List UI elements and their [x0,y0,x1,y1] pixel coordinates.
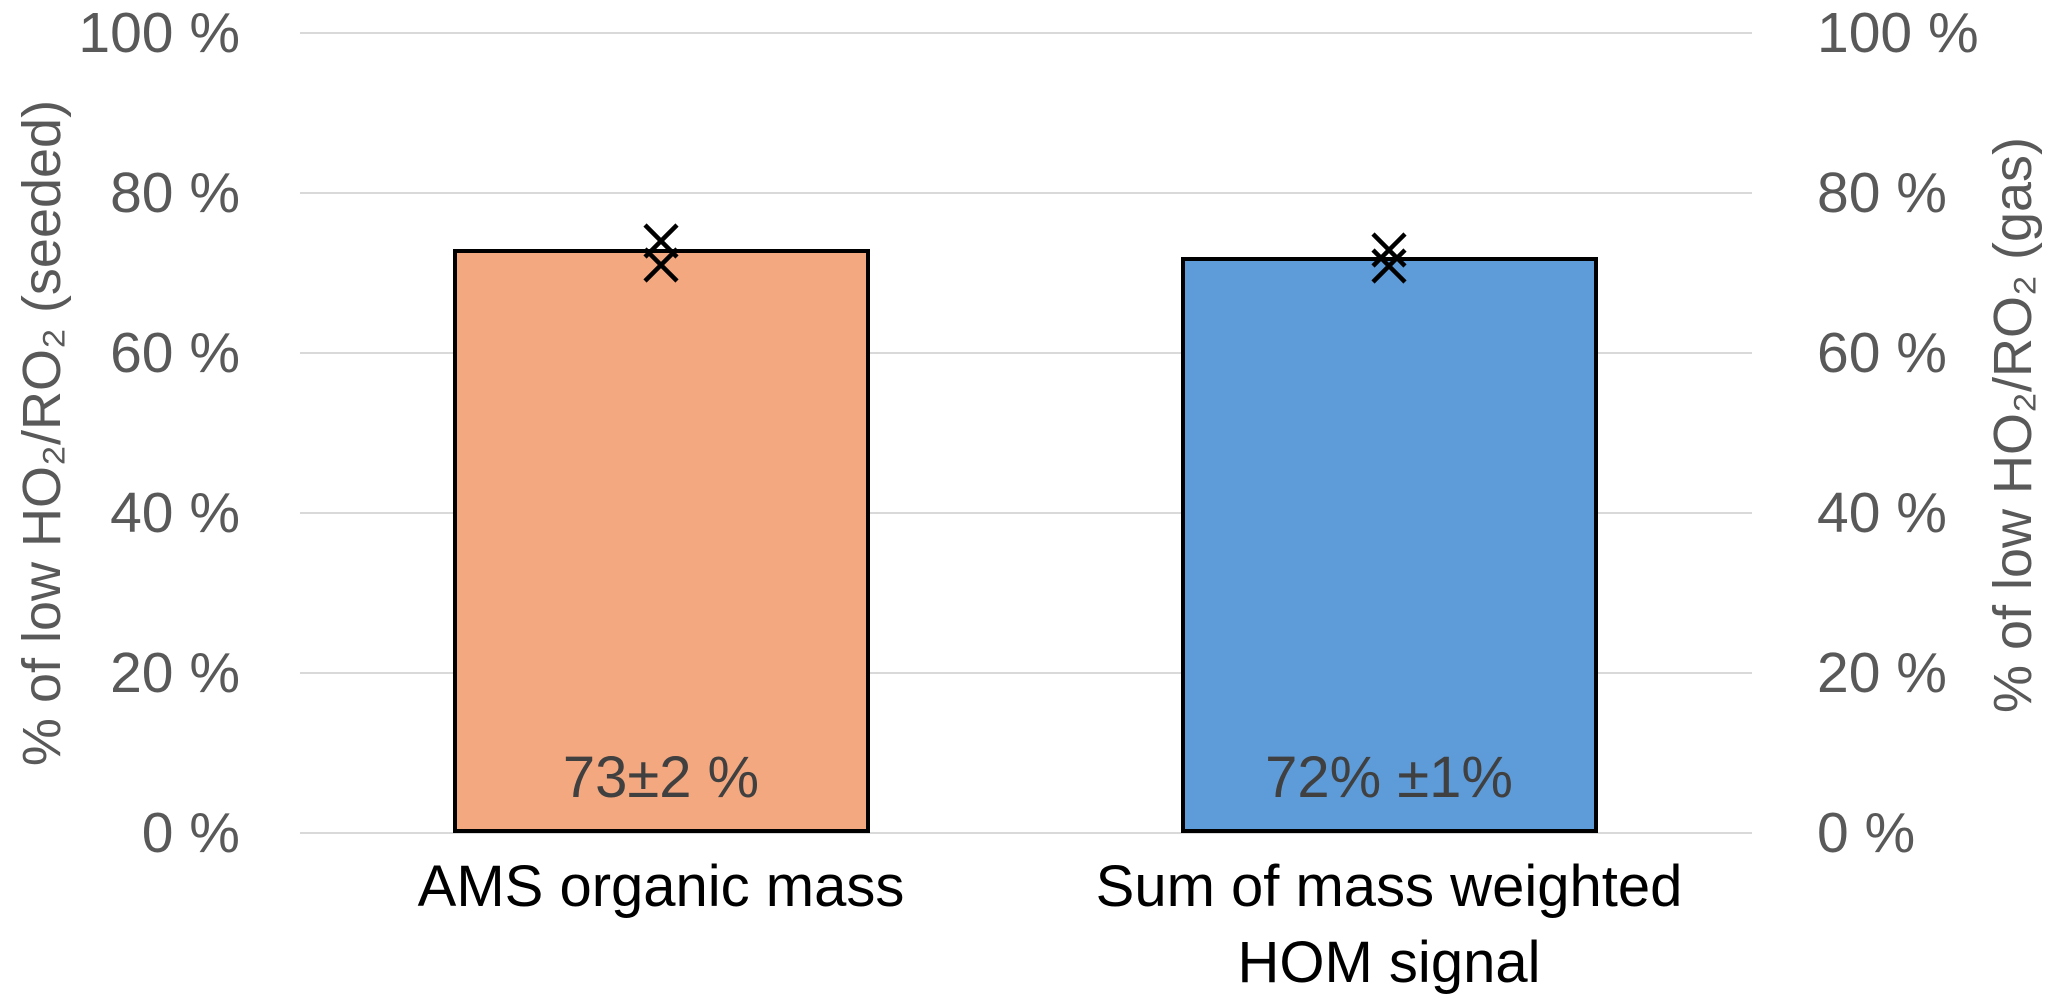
gridline [300,832,1752,834]
right-tick-label: 100 % [1817,1,1979,65]
bar-value-label: 72% ±1% [1265,745,1513,810]
gridline [300,672,1752,674]
bar-hom-signal [1180,257,1598,833]
gridline [300,352,1752,354]
right-tick-label: 0 % [1817,801,1916,865]
category-label-line: AMS organic mass [417,854,905,919]
category-label: Sum of mass weighted HOM signal [1059,849,1719,1001]
category-label-line: Sum of mass weighted [1095,854,1683,919]
left-tick-label: 60 % [110,321,240,385]
left-tick-label: 40 % [110,481,240,545]
category-label: AMS organic mass [331,849,991,925]
gridline [300,512,1752,514]
bar-ams-organic-mass [452,249,870,833]
left-tick-label: 100 % [78,1,240,65]
right-tick-label: 60 % [1817,321,1947,385]
right-axis-title: % of low HO₂/RO₂ (gas) [1983,136,2043,714]
gridline [300,32,1752,34]
left-tick-label: 80 % [110,161,240,225]
right-tick-label: 80 % [1817,161,1947,225]
left-tick-label: 0 % [141,801,240,865]
left-axis-title: % of low HO₂/RO₂ (seeded) [12,99,72,767]
gridline [300,192,1752,194]
x-marker [1369,230,1409,270]
x-marker [1369,246,1409,286]
category-label-line: HOM signal [1237,930,1541,995]
right-tick-label: 40 % [1817,481,1947,545]
bar-value-label: 73±2 % [562,745,760,810]
left-tick-label: 20 % [110,641,240,705]
x-marker [641,245,681,285]
right-tick-label: 20 % [1817,641,1947,705]
